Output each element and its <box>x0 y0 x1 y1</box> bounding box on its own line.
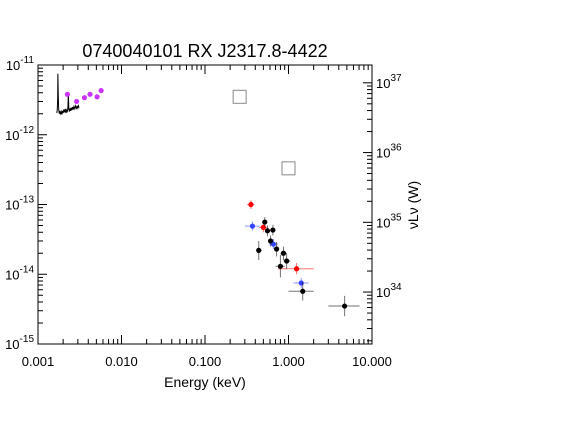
x-tick-label: 0.100 <box>189 354 222 369</box>
data-point <box>267 238 274 244</box>
y2-tick-label-base: 10 <box>376 215 390 230</box>
y-tick-label-base: 10 <box>5 128 19 143</box>
data-point <box>87 91 93 97</box>
data-square <box>232 89 247 104</box>
x-tick-label: 10.000 <box>352 354 392 369</box>
x-tick-label: 1.000 <box>272 354 305 369</box>
y-tick-label-base: 10 <box>5 267 19 282</box>
y-tick-label-base: 10 <box>5 337 19 352</box>
series-1 <box>64 87 104 105</box>
data-point <box>273 246 280 252</box>
data-point <box>74 98 80 105</box>
y2-tick-label-exp: 35 <box>390 212 402 223</box>
y2-tick-label-exp: 36 <box>390 143 402 154</box>
y2-tick-label-exp: 34 <box>390 282 402 293</box>
data-marks <box>56 73 360 317</box>
y-tick-label: 10-14 <box>5 264 34 282</box>
x-axis-label: Energy (keV) <box>164 374 246 390</box>
y2-tick-label-base: 10 <box>376 76 390 91</box>
data-point <box>293 266 300 272</box>
data-point <box>270 227 276 233</box>
y-tick-label-exp: -13 <box>20 195 35 206</box>
y-tick-label: 10-12 <box>5 125 34 143</box>
series-2 <box>232 89 296 176</box>
data-point <box>264 228 271 234</box>
y2-tick-label-exp: 37 <box>390 73 402 84</box>
data-point <box>280 250 287 256</box>
x-tick-label: 0.001 <box>22 354 55 369</box>
x-tick-label: 0.010 <box>105 354 138 369</box>
series-3 <box>247 200 314 275</box>
data-point <box>277 263 284 269</box>
data-point <box>81 95 88 101</box>
data-point <box>262 219 268 225</box>
y-tick-label-exp: -11 <box>20 55 34 66</box>
data-point <box>342 303 348 309</box>
data-point <box>94 94 100 100</box>
spectrum-line <box>56 73 80 116</box>
y2-axis-label-text: νLν (W) <box>405 181 421 229</box>
data-point <box>98 87 104 94</box>
y2-tick-label: 1036 <box>376 143 402 161</box>
y2-tick-label-base: 10 <box>376 285 390 300</box>
series-4 <box>244 221 309 289</box>
y-tick-label: 10-11 <box>6 55 35 73</box>
y-tick-label-base: 10 <box>5 198 19 213</box>
data-point <box>284 258 290 264</box>
y-tick-label-exp: -14 <box>20 264 35 275</box>
series-5 <box>256 217 360 317</box>
chart-title: 0740040101 RX J2317.8-4422 <box>82 41 327 61</box>
y-tick-label: 10-13 <box>5 195 34 213</box>
data-point <box>248 201 254 208</box>
y2-tick-label-base: 10 <box>376 146 390 161</box>
y-tick-label: 10-15 <box>5 334 34 352</box>
y2-tick-label: 1037 <box>376 73 402 91</box>
y2-axis-label: νLν (W) <box>405 181 421 229</box>
data-point <box>249 223 256 229</box>
data-square <box>281 161 296 176</box>
y-tick-label-exp: -12 <box>20 125 35 136</box>
axes: 0.001 0.010 0.100 1.000 10.00010-1510-1410-1… <box>5 55 402 369</box>
y2-tick-label: 1035 <box>376 212 402 230</box>
data-point <box>64 91 71 97</box>
series-0 <box>56 73 80 116</box>
y-tick-label-exp: -15 <box>20 334 35 345</box>
y2-tick-label: 1034 <box>376 282 402 300</box>
y-tick-label-base: 10 <box>6 58 20 73</box>
data-point <box>300 288 306 294</box>
data-point <box>256 247 262 253</box>
